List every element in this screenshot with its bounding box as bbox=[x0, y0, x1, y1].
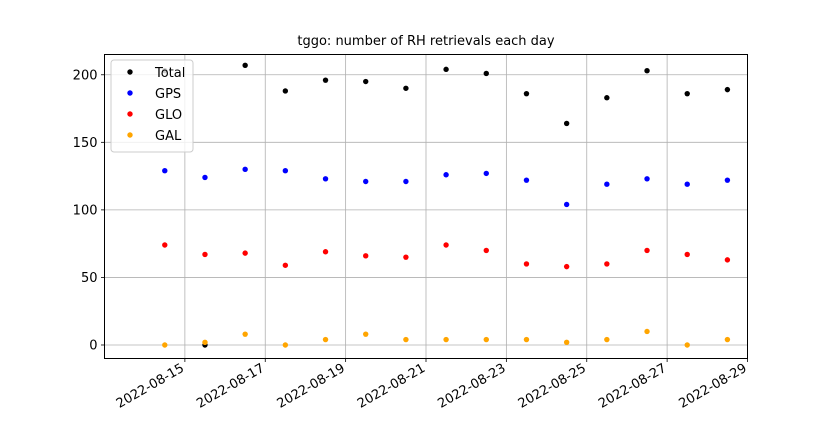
legend-marker bbox=[127, 132, 133, 138]
point-gps bbox=[403, 178, 409, 185]
point-total bbox=[563, 120, 570, 127]
legend-label: GPS bbox=[155, 87, 181, 102]
point-total bbox=[242, 62, 248, 69]
point-glo bbox=[684, 251, 690, 258]
legend-frame bbox=[110, 59, 194, 153]
point-glo bbox=[483, 247, 489, 254]
point-total bbox=[684, 90, 690, 97]
chart-title: tggo: number of RH retrievals each day bbox=[297, 34, 555, 49]
point-glo bbox=[202, 251, 208, 258]
point-gps bbox=[282, 167, 289, 174]
y-tick-label: 50 bbox=[81, 271, 98, 286]
point-total bbox=[644, 68, 650, 74]
point-gal bbox=[523, 336, 530, 343]
point-total bbox=[403, 85, 409, 91]
point-glo bbox=[724, 257, 731, 263]
point-gal bbox=[322, 336, 329, 343]
point-gps bbox=[644, 176, 650, 182]
y-axis: 0 50 100 150 200 bbox=[73, 68, 105, 353]
point-gps bbox=[202, 174, 208, 181]
point-gal bbox=[724, 336, 731, 343]
point-gps bbox=[563, 201, 570, 208]
y-tick-label: 150 bbox=[73, 136, 98, 151]
point-gal bbox=[162, 342, 168, 348]
point-glo bbox=[322, 249, 329, 255]
point-gps bbox=[162, 167, 168, 174]
point-glo bbox=[644, 247, 650, 254]
point-gps bbox=[322, 176, 329, 182]
legend-marker bbox=[127, 90, 133, 96]
point-gps bbox=[604, 181, 610, 187]
data-points bbox=[162, 62, 731, 348]
y-tick-label: 200 bbox=[73, 68, 98, 83]
point-total bbox=[523, 90, 530, 97]
point-gps bbox=[724, 177, 731, 183]
point-glo bbox=[363, 253, 369, 259]
legend-marker bbox=[127, 69, 133, 75]
legend-label: Total bbox=[154, 66, 185, 81]
point-gal bbox=[644, 328, 650, 335]
point-glo bbox=[523, 261, 530, 267]
y-tick-label: 100 bbox=[73, 203, 98, 218]
point-total bbox=[724, 86, 731, 93]
legend-label: GLO bbox=[155, 108, 182, 123]
point-total bbox=[443, 66, 449, 73]
point-gal bbox=[403, 336, 409, 343]
point-glo bbox=[604, 261, 610, 267]
point-gps bbox=[684, 181, 690, 187]
point-glo bbox=[242, 250, 248, 256]
point-gal bbox=[604, 336, 610, 343]
y-tick-label: 0 bbox=[89, 338, 97, 353]
point-gal bbox=[684, 342, 690, 348]
point-gal bbox=[563, 339, 570, 345]
point-gal bbox=[242, 331, 248, 337]
point-gps bbox=[363, 178, 369, 185]
point-gal bbox=[363, 331, 369, 337]
point-total bbox=[322, 77, 329, 83]
point-glo bbox=[563, 263, 570, 270]
point-gps bbox=[523, 177, 530, 183]
point-gal bbox=[202, 339, 208, 345]
legend-label: GAL bbox=[155, 129, 182, 144]
point-glo bbox=[282, 262, 289, 268]
point-glo bbox=[162, 242, 168, 248]
point-glo bbox=[403, 254, 409, 260]
point-glo bbox=[443, 242, 449, 248]
point-total bbox=[604, 95, 610, 101]
legend-marker bbox=[127, 111, 133, 117]
point-total bbox=[483, 70, 489, 77]
legend: Total GPS GLO GAL bbox=[110, 59, 194, 153]
point-total bbox=[363, 78, 369, 85]
point-gal bbox=[282, 342, 289, 348]
point-total bbox=[282, 88, 289, 94]
point-gps bbox=[443, 172, 449, 178]
point-gps bbox=[242, 166, 248, 173]
point-gps bbox=[483, 170, 489, 177]
point-gal bbox=[483, 336, 489, 343]
point-gal bbox=[443, 336, 449, 343]
